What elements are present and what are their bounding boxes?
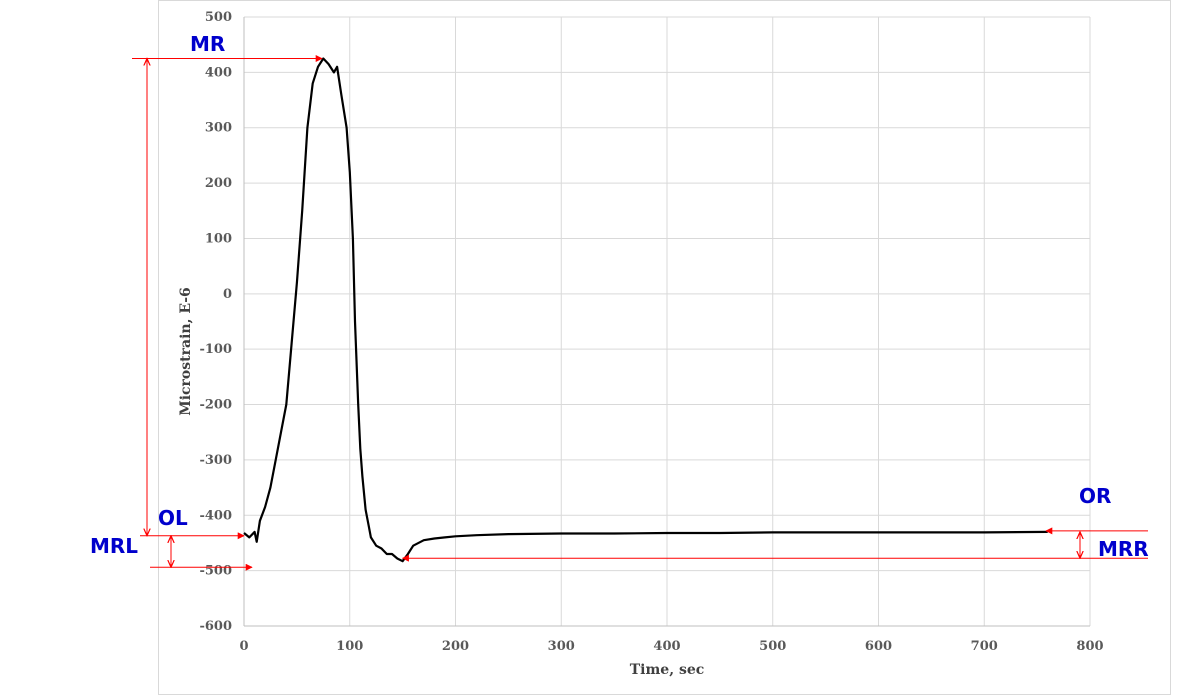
y-tick-label: 400 — [205, 65, 232, 80]
x-tick-label: 700 — [971, 639, 998, 654]
y-tick-label: -200 — [199, 398, 232, 413]
y-tick-label: 0 — [223, 287, 232, 302]
y-tick-label: -400 — [199, 508, 232, 523]
series-line — [243, 57, 1048, 563]
x-tick-label: 100 — [336, 639, 363, 654]
x-tick-label: 500 — [759, 639, 786, 654]
annotation-mrr-label: MRR — [1098, 537, 1149, 561]
x-tick-label: 600 — [865, 639, 892, 654]
x-tick-label: 800 — [1076, 639, 1103, 654]
chart-frame — [158, 0, 1171, 695]
y-tick-label: -300 — [199, 453, 232, 468]
x-tick-labels: 0 100 200 300 400 500 600 700 800 — [239, 639, 1103, 654]
x-tick-label: 0 — [239, 639, 248, 654]
y-axis-title: Microstrain, E-6 — [178, 287, 194, 416]
y-tick-label: 300 — [205, 121, 232, 136]
y-tick-label: 100 — [205, 231, 232, 246]
x-tick-label: 400 — [653, 639, 680, 654]
x-tick-label: 200 — [442, 639, 469, 654]
annotation-mrl-label: MRL — [90, 534, 138, 558]
data-series — [243, 57, 1048, 563]
annotation-ol-label: OL — [158, 506, 188, 530]
annotations: MR OL MRL OR MRR — [90, 32, 1149, 571]
y-tick-label: -500 — [199, 564, 232, 579]
y-tick-label: -100 — [199, 342, 232, 357]
y-tick-labels: 500 400 300 200 100 0 -100 -200 -300 -400 -500 -600 — [199, 10, 232, 634]
y-tick-label: 200 — [205, 176, 232, 191]
x-axis-title: Time, sec — [630, 662, 705, 678]
y-tick-label: -600 — [199, 619, 232, 634]
y-tick-label: 500 — [205, 10, 232, 25]
axes — [243, 17, 1090, 627]
annotation-or-label: OR — [1079, 484, 1111, 508]
annotation-mr-label: MR — [190, 32, 225, 56]
x-tick-label: 300 — [548, 639, 575, 654]
